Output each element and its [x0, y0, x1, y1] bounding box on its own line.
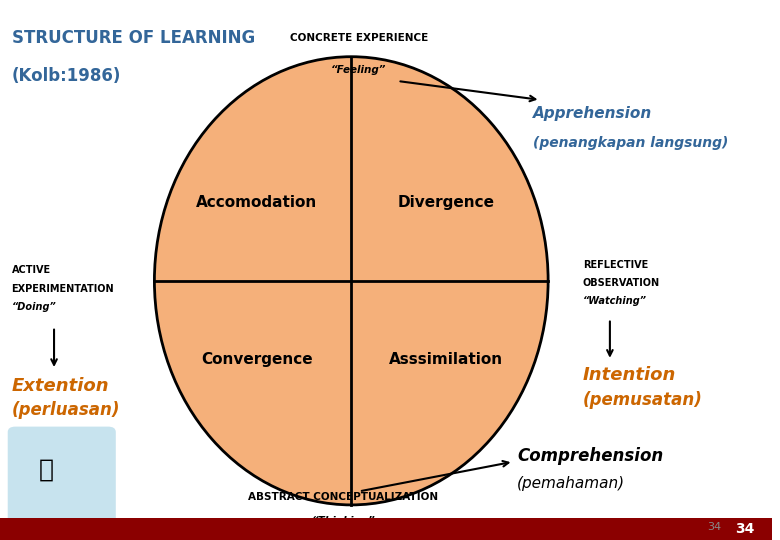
Text: “Watching”: “Watching”	[583, 296, 647, 306]
Text: EXPERIMENTATION: EXPERIMENTATION	[12, 284, 114, 294]
Text: 34: 34	[736, 522, 755, 536]
Text: OBSERVATION: OBSERVATION	[583, 279, 660, 288]
Text: “Doing”: “Doing”	[12, 302, 56, 312]
Ellipse shape	[154, 57, 548, 505]
Text: (perluasan): (perluasan)	[12, 401, 120, 420]
Text: 34: 34	[707, 522, 722, 531]
Text: (penangkapan langsung): (penangkapan langsung)	[533, 136, 728, 150]
Text: (pemusatan): (pemusatan)	[583, 390, 703, 409]
Bar	[0, 518, 772, 540]
Text: Convergence: Convergence	[201, 352, 313, 367]
FancyBboxPatch shape	[8, 427, 115, 524]
Text: Divergence: Divergence	[397, 195, 495, 210]
Text: Accomodation: Accomodation	[196, 195, 317, 210]
Text: “Feeling”: “Feeling”	[332, 65, 387, 75]
Text: ABSTRACT CONCEPTUALIZATION: ABSTRACT CONCEPTUALIZATION	[249, 492, 438, 502]
Text: Intention: Intention	[583, 366, 676, 384]
Text: Extention: Extention	[12, 377, 109, 395]
Text: Apprehension: Apprehension	[533, 106, 652, 121]
Text: CONCRETE EXPERIENCE: CONCRETE EXPERIENCE	[290, 33, 428, 43]
Text: 👥: 👥	[39, 458, 54, 482]
Text: (Kolb:1986): (Kolb:1986)	[12, 66, 121, 85]
Text: STRUCTURE OF LEARNING: STRUCTURE OF LEARNING	[12, 29, 255, 47]
Text: Asssimilation: Asssimilation	[388, 352, 503, 367]
Text: “Thinking”: “Thinking”	[312, 516, 375, 526]
Text: ACTIVE: ACTIVE	[12, 265, 51, 275]
Text: (pemahaman): (pemahaman)	[517, 476, 626, 491]
Text: Comprehension: Comprehension	[517, 447, 664, 465]
Text: REFLECTIVE: REFLECTIVE	[583, 260, 648, 269]
